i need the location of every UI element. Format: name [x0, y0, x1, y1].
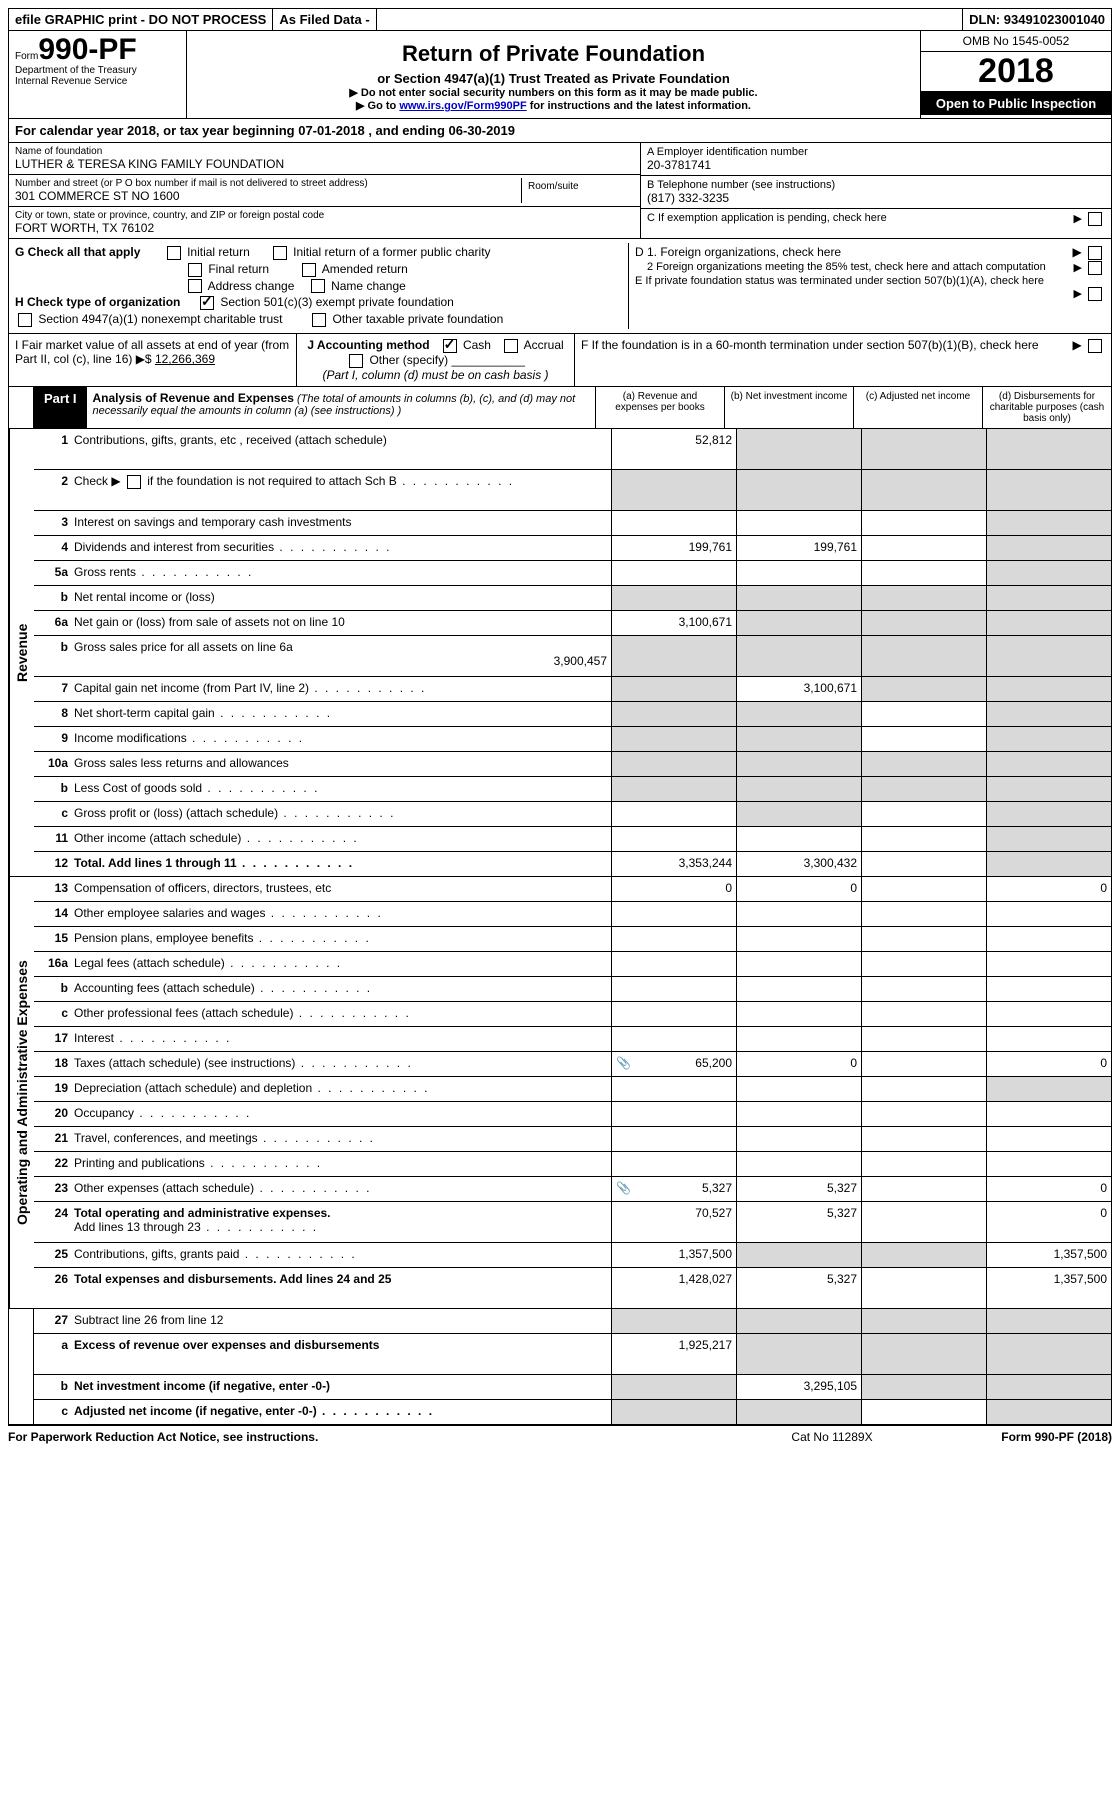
public-inspection-badge: Open to Public Inspection [921, 92, 1111, 115]
line27-section: 27Subtract line 26 from line 12 aExcess … [8, 1309, 1112, 1425]
city-state-zip: FORT WORTH, TX 76102 [15, 221, 634, 235]
top-band: efile GRAPHIC print - DO NOT PROCESS As … [8, 8, 1112, 31]
4947-checkbox[interactable] [18, 313, 32, 327]
omb-number: OMB No 1545-0052 [921, 31, 1111, 52]
i-j-f-row: I Fair market value of all assets at end… [8, 334, 1112, 387]
phone-value: (817) 332-3235 [647, 191, 1105, 205]
ein-value: 20-3781741 [647, 158, 1105, 172]
c-checkbox[interactable] [1088, 212, 1102, 226]
efile-notice: efile GRAPHIC print - DO NOT PROCESS [9, 9, 273, 30]
initial-return-former-checkbox[interactable] [273, 246, 287, 260]
cash-checkbox[interactable] [443, 339, 457, 353]
part1-header: Part I Analysis of Revenue and Expenses … [8, 387, 1112, 429]
col-c-header: (c) Adjusted net income [854, 387, 983, 428]
form-number: 990-PF [38, 33, 136, 66]
address-change-checkbox[interactable] [188, 279, 202, 293]
col-a-header: (a) Revenue and expenses per books [596, 387, 725, 428]
sch-b-checkbox[interactable] [127, 475, 141, 489]
street-address: 301 COMMERCE ST NO 1600 [15, 189, 521, 203]
expenses-section: Operating and Administrative Expenses 13… [8, 877, 1112, 1309]
e-checkbox[interactable] [1088, 287, 1102, 301]
instructions-link[interactable]: www.irs.gov/Form990PF [399, 100, 526, 112]
initial-return-checkbox[interactable] [167, 246, 181, 260]
page-footer: For Paperwork Reduction Act Notice, see … [8, 1425, 1112, 1448]
501c3-checkbox[interactable] [200, 296, 214, 310]
other-taxable-checkbox[interactable] [312, 313, 326, 327]
as-filed-label: As Filed Data - [273, 9, 376, 30]
form-title: Return of Private Foundation [193, 41, 914, 67]
d1-checkbox[interactable] [1088, 246, 1102, 260]
g-h-block: G Check all that apply Initial return In… [8, 239, 1112, 334]
accrual-checkbox[interactable] [504, 339, 518, 353]
tax-year: 2018 [921, 52, 1111, 92]
attachment-icon[interactable]: 📎 [616, 1056, 631, 1070]
attachment-icon[interactable]: 📎 [616, 1181, 631, 1195]
fmv-value: 12,266,369 [155, 352, 215, 366]
name-change-checkbox[interactable] [311, 279, 325, 293]
d2-checkbox[interactable] [1088, 261, 1102, 275]
form-header: Form990-PF Department of the Treasury In… [8, 31, 1112, 119]
f-checkbox[interactable] [1088, 339, 1102, 353]
final-return-checkbox[interactable] [188, 263, 202, 277]
entity-info-block: Name of foundation LUTHER & TERESA KING … [8, 143, 1112, 239]
col-b-header: (b) Net investment income [725, 387, 854, 428]
foundation-name: LUTHER & TERESA KING FAMILY FOUNDATION [15, 157, 634, 171]
calendar-year-line: For calendar year 2018, or tax year begi… [8, 119, 1112, 143]
revenue-section: Revenue 1Contributions, gifts, grants, e… [8, 429, 1112, 877]
dln-cell: DLN: 93491023001040 [963, 9, 1111, 30]
col-d-header: (d) Disbursements for charitable purpose… [983, 387, 1111, 428]
amended-return-checkbox[interactable] [302, 263, 316, 277]
other-method-checkbox[interactable] [349, 354, 363, 368]
